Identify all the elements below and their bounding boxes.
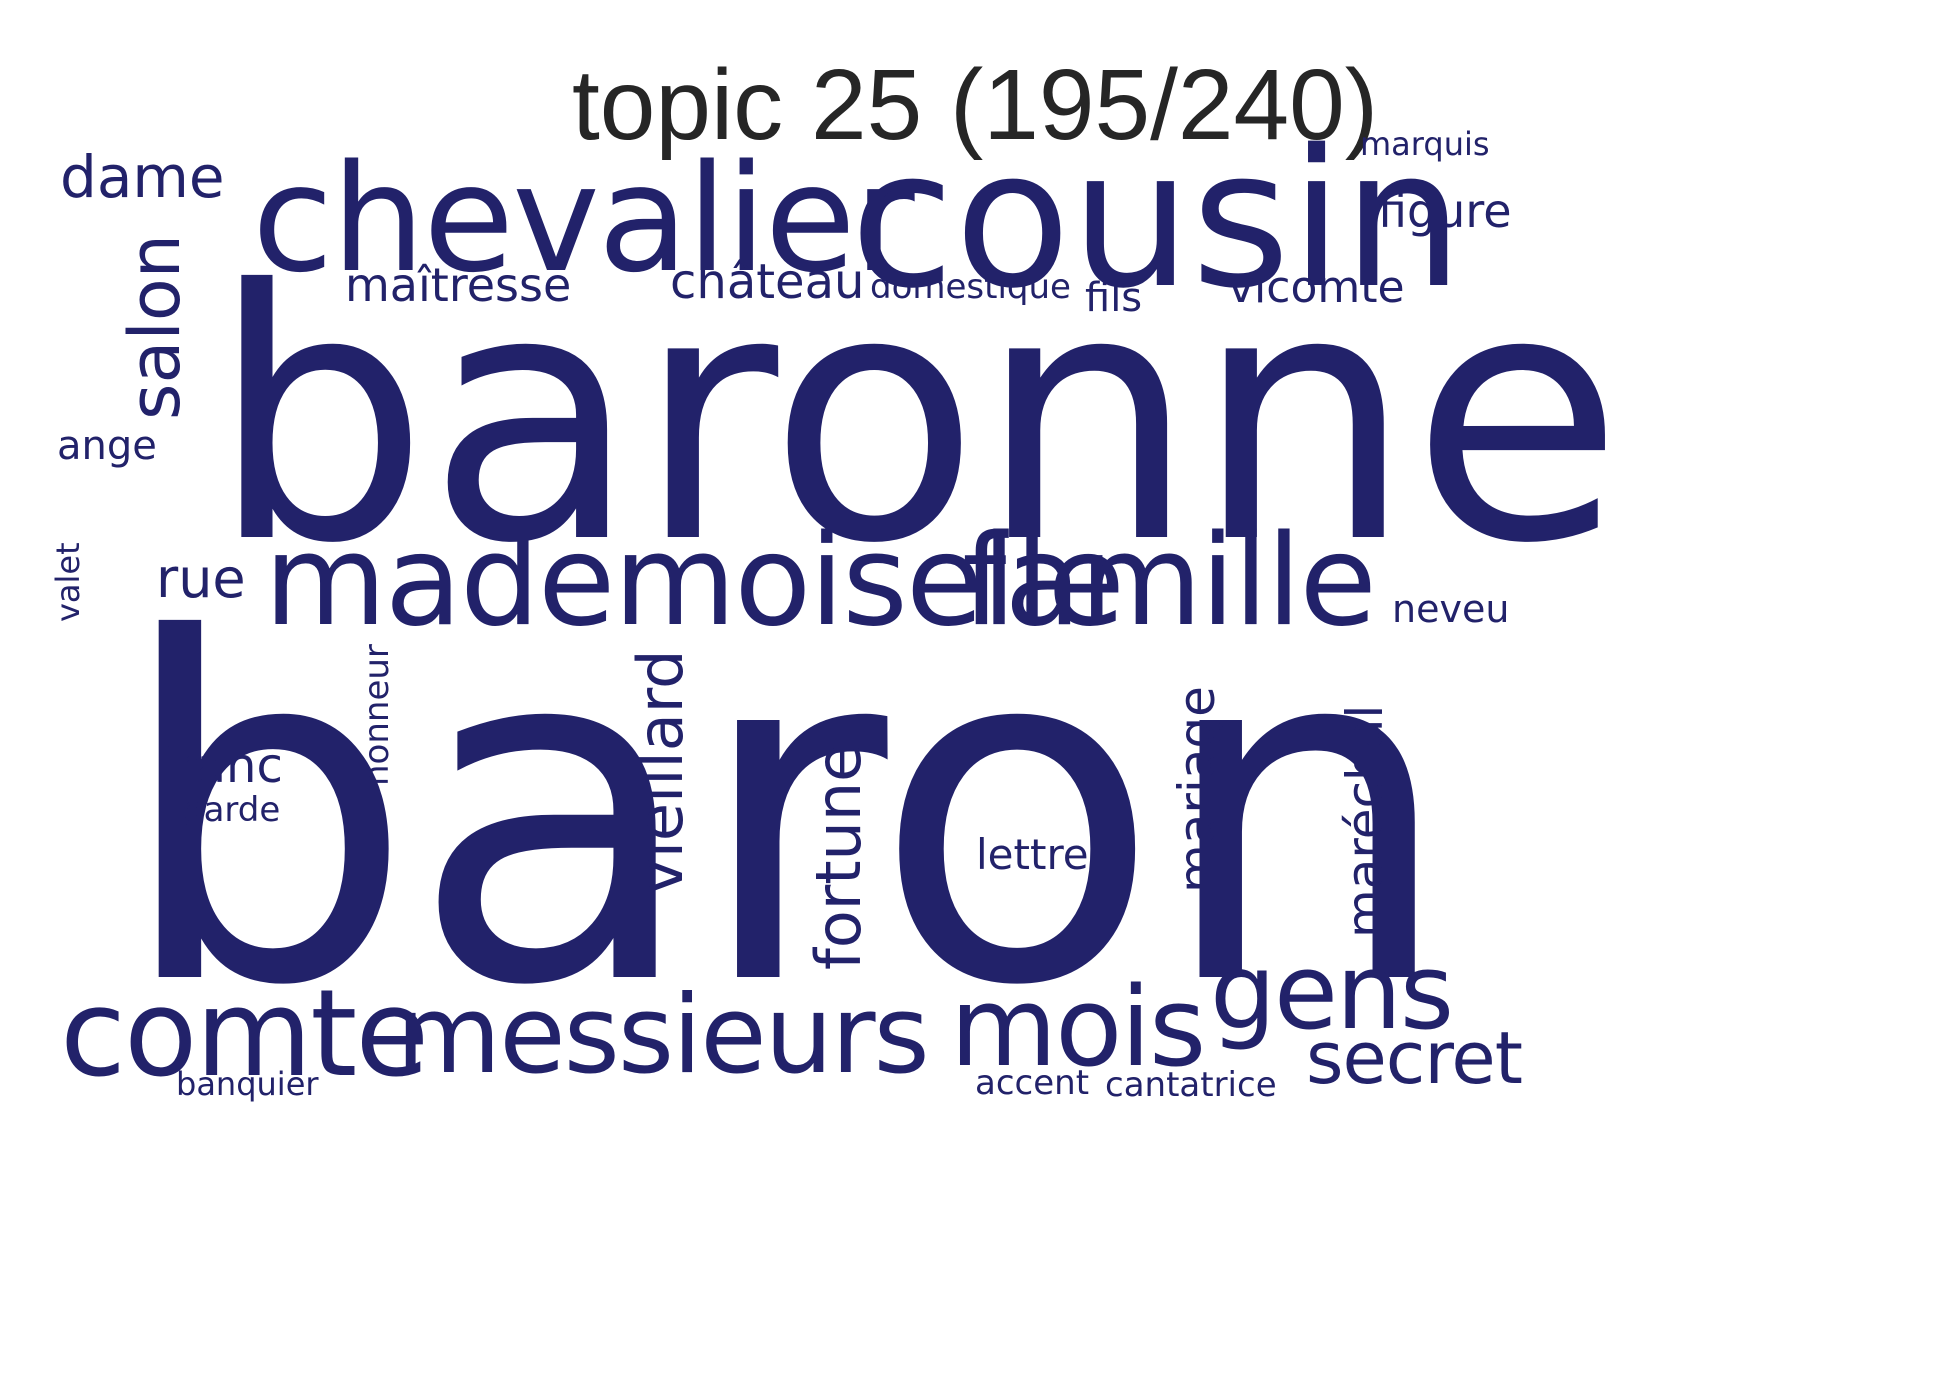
word-domestique: domestique <box>870 267 1071 307</box>
word-vicomte: vicomte <box>1228 262 1405 313</box>
word-baron: baron <box>116 541 1455 1088</box>
topic-title: topic 25 (195/240) <box>571 49 1379 161</box>
word-marquis: marquis <box>1360 125 1490 163</box>
word-famille: famille <box>962 507 1377 654</box>
word-cousin: cousin <box>850 109 1464 330</box>
word-fortune: fortune <box>802 743 875 970</box>
word-cantatrice: cantatrice <box>1105 1065 1277 1105</box>
word-garde: garde <box>182 790 281 830</box>
word-mariage: mariage <box>1168 686 1226 893</box>
word-marechal: maréchal <box>1336 704 1394 938</box>
word-ange: ange <box>57 423 157 469</box>
word-fils: fils <box>1085 275 1143 321</box>
word-chateau: château <box>670 254 865 310</box>
word-baronne: baronne <box>210 218 1623 619</box>
word-figure: figure <box>1378 184 1512 238</box>
word-secret: secret <box>1306 1016 1523 1100</box>
word-valet: valet <box>49 542 87 622</box>
word-maitresse: maîtresse <box>345 258 572 312</box>
word-messieurs: messieurs <box>396 973 930 1098</box>
word-gens: gens <box>1210 931 1454 1053</box>
word-accent: accent <box>975 1063 1090 1103</box>
word-mademoiselle: mademoiselle <box>264 507 1125 654</box>
word-dame: dame <box>60 143 225 211</box>
word-vieillard: vieillard <box>624 649 697 896</box>
word-salon: salon <box>114 233 196 420</box>
word-lettre: lettre <box>976 830 1089 879</box>
word-honneur: honneur <box>357 644 397 786</box>
word-mois: mois <box>950 963 1206 1091</box>
word-rue: rue <box>156 547 246 610</box>
word-chevalier: chevalier <box>252 133 915 305</box>
word-banquier: banquier <box>176 1065 319 1103</box>
word-neveu: neveu <box>1392 587 1510 631</box>
word-franc: franc <box>160 738 283 794</box>
word-comte: comte <box>60 965 429 1104</box>
